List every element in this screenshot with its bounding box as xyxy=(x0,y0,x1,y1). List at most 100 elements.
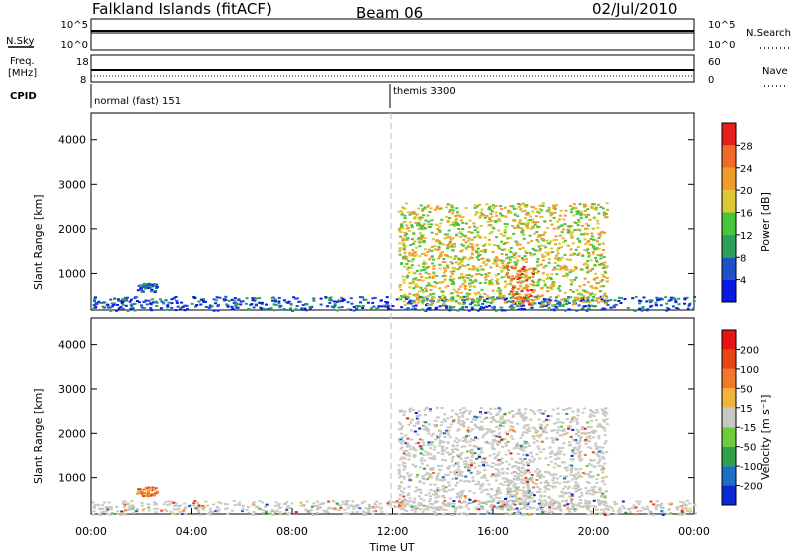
scatter-cell xyxy=(451,243,454,246)
scatter-cell xyxy=(455,441,459,444)
scatter-cell xyxy=(499,421,503,424)
scatter-cell xyxy=(524,498,528,501)
scatter-cell xyxy=(478,471,482,474)
scatter-cell xyxy=(462,302,466,305)
scatter-cell xyxy=(417,290,421,293)
scatter-cell xyxy=(407,475,411,477)
scatter-cell xyxy=(491,473,495,476)
scatter-cell xyxy=(420,236,424,239)
scatter-cell xyxy=(386,307,390,310)
scatter-cell xyxy=(468,297,471,300)
scatter-cell xyxy=(569,471,573,474)
scatter-cell xyxy=(449,275,453,278)
scatter-cell xyxy=(417,228,421,231)
scatter-cell xyxy=(577,489,581,492)
scatter-cell xyxy=(584,473,588,476)
scatter-cell xyxy=(667,508,671,510)
scatter-cell xyxy=(479,507,483,510)
scatter-cell xyxy=(583,407,586,410)
scatter-cell xyxy=(599,290,602,293)
scatter-cell xyxy=(439,506,443,508)
scatter-cell xyxy=(507,210,511,213)
scatter-cell xyxy=(399,231,403,233)
scatter-cell xyxy=(455,437,458,440)
scatter-cell xyxy=(452,419,456,422)
scatter-cell xyxy=(238,501,242,504)
scatter-cell xyxy=(489,220,493,223)
scatter-cell xyxy=(419,497,423,500)
scatter-cell xyxy=(416,224,420,227)
scatter-cell xyxy=(661,506,665,509)
scatter-cell xyxy=(602,211,606,214)
scatter-cell xyxy=(422,444,426,447)
scatter-cell xyxy=(460,452,464,454)
scatter-cell xyxy=(523,513,527,516)
scatter-cell xyxy=(341,298,345,301)
scatter-cell xyxy=(460,502,463,505)
scatter-cell xyxy=(383,304,387,307)
scatter-cell xyxy=(154,289,158,292)
scatter-cell xyxy=(252,503,256,506)
scatter-cell xyxy=(540,500,544,503)
scatter-cell xyxy=(621,500,625,503)
scatter-cell xyxy=(467,507,471,510)
scatter-cell xyxy=(658,504,662,507)
scatter-cell xyxy=(403,509,407,512)
scatter-cell xyxy=(471,247,475,250)
scatter-cell xyxy=(446,265,450,268)
scatter-cell xyxy=(358,296,362,299)
scatter-cell xyxy=(503,505,507,508)
scatter-cell xyxy=(481,436,485,439)
scatter-cell xyxy=(252,306,256,309)
scatter-cell xyxy=(595,478,599,481)
scatter-cell xyxy=(510,472,514,475)
scatter-cell xyxy=(329,296,333,299)
scatter-cell xyxy=(443,496,446,499)
scatter-cell xyxy=(477,448,481,450)
scatter-cell xyxy=(420,457,424,460)
scatter-cell xyxy=(568,407,572,410)
scatter-cell xyxy=(146,282,150,285)
scatter-cell xyxy=(477,291,481,294)
scatter-cell xyxy=(568,464,572,467)
scatter-cell xyxy=(590,232,594,235)
scatter-cell xyxy=(143,307,147,309)
scatter-cell xyxy=(687,304,691,307)
scatter-cell xyxy=(542,298,546,301)
scatter-cell xyxy=(445,215,449,218)
scatter-cell xyxy=(544,503,548,506)
scatter-cell xyxy=(147,506,151,509)
scatter-cell xyxy=(190,302,194,305)
scatter-cell xyxy=(441,458,445,461)
scatter-cell xyxy=(277,302,281,305)
scatter-cell xyxy=(479,425,483,428)
scatter-cell xyxy=(538,302,541,305)
scatter-cell xyxy=(560,298,564,301)
scatter-cell xyxy=(433,501,437,504)
scatter-cell xyxy=(470,243,474,246)
scatter-cell xyxy=(443,300,447,303)
scatter-cell xyxy=(475,297,479,300)
scatter-cell xyxy=(691,307,695,310)
scatter-cell xyxy=(406,307,410,310)
scatter-cell xyxy=(502,503,506,506)
scatter-cell xyxy=(520,478,524,481)
scatter-cell xyxy=(537,447,541,450)
scatter-cell xyxy=(536,475,540,478)
scatter-cell xyxy=(489,506,493,509)
scatter-cell xyxy=(133,309,137,312)
scatter-cell xyxy=(595,508,599,511)
scatter-cell xyxy=(595,481,599,484)
scatter-cell xyxy=(150,298,154,301)
scatter-cell xyxy=(528,506,532,508)
scatter-cell xyxy=(140,306,144,309)
scatter-cell xyxy=(532,281,536,284)
scatter-cell xyxy=(457,420,461,422)
scatter-cell xyxy=(443,436,447,439)
scatter-cell xyxy=(546,303,550,306)
scatter-cell xyxy=(319,297,323,300)
scatter-cell xyxy=(579,488,583,491)
scatter-cell xyxy=(597,434,601,437)
scatter-cell xyxy=(298,300,302,303)
scatter-cell xyxy=(408,292,412,295)
